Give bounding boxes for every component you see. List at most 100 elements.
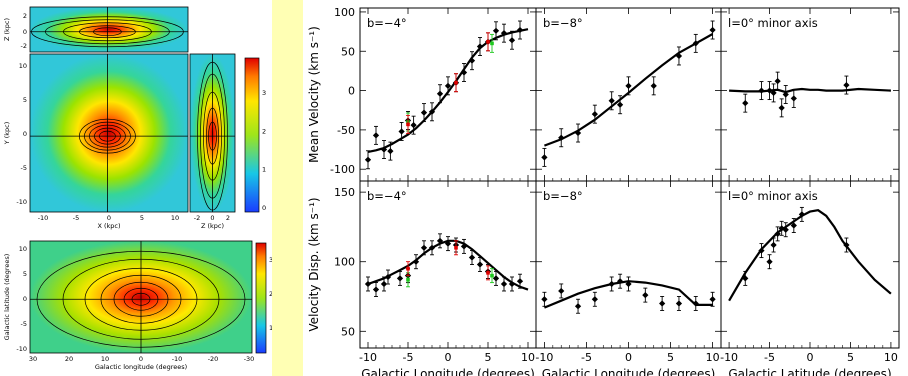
data-point-black xyxy=(420,244,428,251)
sky-x-tick: 30 xyxy=(29,355,37,363)
panel-label: b=−4° xyxy=(367,189,407,203)
sky-colorbar-tick: 2 xyxy=(269,290,272,298)
y-tick-label: -100 xyxy=(330,163,355,176)
data-point-black xyxy=(492,27,500,34)
data-point-black xyxy=(659,300,666,307)
sky-x-tick: 10 xyxy=(101,355,109,363)
data-point-green xyxy=(490,41,494,46)
panel-label: l=0° minor axis xyxy=(728,189,818,203)
sky-x-tick: 20 xyxy=(65,355,73,363)
x-tick-label: 5 xyxy=(485,351,492,364)
sky-colorbar xyxy=(255,242,267,354)
data-point-black xyxy=(436,90,444,97)
face-x-tick: 0 xyxy=(107,214,111,222)
data-point-black xyxy=(790,222,797,229)
face-colorbar-tick: 2 xyxy=(262,127,266,135)
face-x-tick: 5 xyxy=(140,214,144,222)
data-point-red xyxy=(406,266,410,271)
x-tick-label: 0 xyxy=(625,351,632,364)
data-point-green xyxy=(406,278,410,282)
xz-y-tick: -2 xyxy=(21,42,27,50)
data-point-black xyxy=(460,69,468,76)
xz-y-label: Z (kpc) xyxy=(3,18,11,41)
data-point-black xyxy=(398,128,405,135)
face-x-tick: -10 xyxy=(38,214,49,222)
data-point-black xyxy=(444,240,452,247)
projection-maps-panel: -10 -5 0 5 10 -10 -5 0 5 10 X (kpc) Y (kpc) 0 1 2 3 -2 0 2… xyxy=(0,0,272,376)
plot-frame xyxy=(720,7,900,182)
face-colorbar-tick: 3 xyxy=(262,89,266,97)
data-point-red xyxy=(454,80,458,85)
y-axis-label: Velocity Disp. (km s⁻¹) xyxy=(307,197,321,331)
x-tick-label: 10 xyxy=(884,351,898,364)
plot-frame xyxy=(720,180,900,349)
plot-group: b=−8° -10 -5 0 5 10 Galactic Longitude (degree… xyxy=(535,180,722,376)
x-axis-label: Galactic Longitude (degrees) xyxy=(361,367,535,376)
kinematics-panel: b=−4° -100 -50 0 50 100 Mean Velocity (km s⁻¹)… xyxy=(303,0,908,376)
y-tick-label: 50 xyxy=(341,45,355,58)
sky-x-tick: -20 xyxy=(208,355,219,363)
data-point-black xyxy=(500,30,508,37)
plot-frame xyxy=(535,180,722,349)
y-tick-label: 50 xyxy=(341,325,355,338)
model-curve xyxy=(729,87,891,94)
x-tick-label: 0 xyxy=(807,351,814,364)
y-tick-label: 150 xyxy=(334,186,355,199)
sky-y-tick: 10 xyxy=(19,245,27,253)
yz-x-label: Z (kpc) xyxy=(201,222,224,230)
face-y-tick: 10 xyxy=(19,62,27,70)
data-point-black xyxy=(541,154,548,161)
x-tick-label: -5 xyxy=(764,351,775,364)
x-tick-label: -10 xyxy=(535,351,553,364)
data-point-green xyxy=(490,273,494,278)
data-point-black xyxy=(468,57,476,64)
face-colorbar-tick: 0 xyxy=(262,204,266,212)
x-tick-label: 10 xyxy=(521,351,535,364)
face-y-tick: 0 xyxy=(23,130,27,138)
data-point-black xyxy=(436,237,444,244)
sky-y-tick: 5 xyxy=(23,270,27,278)
y-tick-label: 100 xyxy=(334,256,355,269)
sky-x-tick: -30 xyxy=(244,355,255,363)
data-point-red xyxy=(454,246,458,250)
panel-label: b=−8° xyxy=(543,189,583,203)
plot-group: b=−8° xyxy=(535,7,722,182)
x-tick-label: 5 xyxy=(847,351,854,364)
data-point-black xyxy=(692,300,699,307)
face-x-label: X (kpc) xyxy=(97,222,120,230)
data-point-black xyxy=(476,43,484,50)
data-point-black xyxy=(380,146,388,153)
y-tick-label: 0 xyxy=(348,85,355,98)
sky-x-tick: -10 xyxy=(172,355,183,363)
model-curve xyxy=(728,209,892,302)
data-point-black xyxy=(444,82,452,89)
face-y-label: Y (kpc) xyxy=(3,122,11,146)
data-point-red xyxy=(486,40,490,44)
edge-on-xz-map-frame xyxy=(29,6,189,53)
data-point-black xyxy=(591,296,598,303)
yz-x-tick: 0 xyxy=(210,214,214,222)
data-point-black xyxy=(468,254,476,261)
face-x-tick: 10 xyxy=(171,214,179,222)
edge-on-xz-map-heat xyxy=(30,7,188,52)
face-x-tick: -5 xyxy=(73,214,79,222)
y-tick-label: -50 xyxy=(337,124,355,137)
yz-x-tick: 2 xyxy=(226,214,230,222)
x-tick-label: -5 xyxy=(581,351,592,364)
data-point-red xyxy=(406,122,410,127)
data-point-black xyxy=(428,244,436,251)
yz-x-tick: -2 xyxy=(194,214,200,222)
x-axis-label: Galactic Latitude (degrees) xyxy=(728,367,891,376)
sky-y-tick: -10 xyxy=(16,345,27,353)
panel-label: b=−8° xyxy=(543,16,583,30)
x-tick-label: 10 xyxy=(706,351,720,364)
data-point-black xyxy=(616,278,624,285)
x-axis-label: Galactic Longitude (degrees) xyxy=(542,367,716,376)
sky-x-label: Galactic longitude (degrees) xyxy=(95,363,187,371)
data-point-black xyxy=(675,300,683,307)
face-on-map-heat xyxy=(30,54,188,212)
sky-y-tick: -5 xyxy=(21,320,27,328)
